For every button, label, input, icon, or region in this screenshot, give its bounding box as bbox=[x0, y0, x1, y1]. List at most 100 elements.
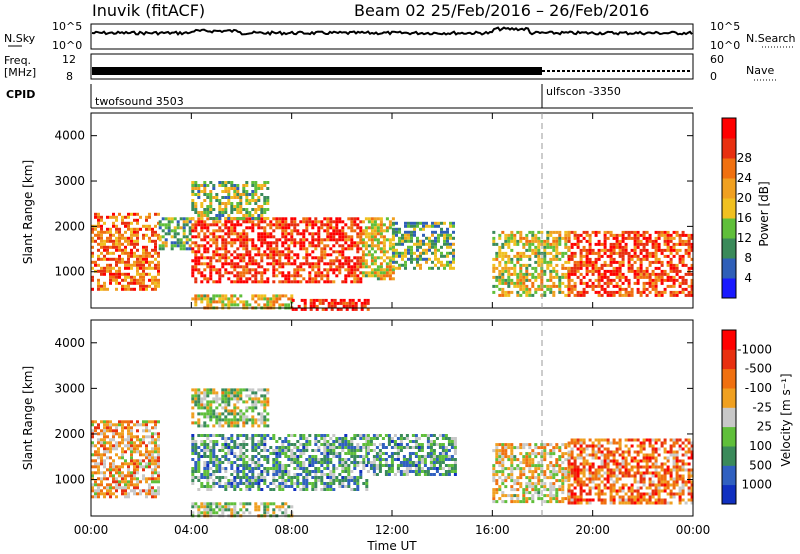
power-cell bbox=[407, 257, 410, 261]
power-cell bbox=[392, 254, 395, 258]
velocity-cell bbox=[435, 461, 439, 464]
power-cell bbox=[142, 224, 145, 228]
velocity-cell bbox=[106, 492, 109, 496]
power-cell bbox=[522, 275, 526, 279]
power-cell bbox=[379, 232, 383, 236]
power-cell bbox=[525, 272, 529, 276]
velocity-cell bbox=[130, 462, 133, 466]
velocity-cell bbox=[314, 473, 318, 476]
power-cell bbox=[272, 300, 276, 304]
power-cell bbox=[404, 260, 407, 264]
power-cell bbox=[407, 233, 410, 237]
power-cell bbox=[284, 303, 288, 307]
power-cell bbox=[335, 220, 339, 224]
velocity-cell bbox=[245, 409, 249, 413]
velocity-cell bbox=[329, 479, 333, 482]
velocity-cell bbox=[356, 485, 360, 488]
velocity-cell bbox=[148, 429, 151, 433]
power-cell bbox=[356, 235, 360, 239]
power-cell bbox=[97, 218, 100, 222]
power-cell bbox=[136, 227, 139, 231]
velocity-cell bbox=[103, 450, 106, 454]
power-cell bbox=[245, 202, 249, 205]
velocity-cell bbox=[115, 444, 118, 448]
velocity-cell bbox=[145, 420, 148, 424]
velocity-cell bbox=[495, 470, 499, 474]
velocity-cell bbox=[429, 467, 433, 470]
velocity-cell bbox=[341, 467, 345, 470]
velocity-cell bbox=[109, 465, 112, 469]
velocity-cell bbox=[221, 418, 225, 422]
velocity-cell bbox=[501, 452, 505, 456]
velocity-cell bbox=[100, 444, 103, 448]
velocity-cell bbox=[130, 450, 133, 454]
power-cell bbox=[492, 230, 496, 234]
power-cell bbox=[404, 266, 407, 270]
velocity-cell bbox=[218, 476, 222, 479]
velocity-cell bbox=[127, 474, 130, 478]
velocity-cell bbox=[100, 462, 103, 466]
velocity-cell bbox=[133, 423, 136, 427]
velocity-cell bbox=[549, 500, 553, 504]
velocity-cell bbox=[112, 480, 115, 484]
power-cell bbox=[278, 220, 282, 224]
velocity-cell bbox=[323, 455, 327, 458]
velocity-cell bbox=[432, 461, 436, 464]
power-cell bbox=[570, 251, 574, 255]
power-cell bbox=[434, 254, 437, 258]
power-cell bbox=[567, 230, 571, 234]
velocity-cell bbox=[540, 455, 544, 459]
power-cell bbox=[585, 290, 589, 294]
velocity-cell bbox=[230, 391, 234, 395]
velocity-cell bbox=[209, 449, 213, 452]
power-cell bbox=[597, 239, 601, 243]
power-cell bbox=[145, 260, 148, 264]
velocity-cell bbox=[118, 432, 121, 436]
power-cell bbox=[290, 262, 294, 266]
power-cell bbox=[361, 232, 365, 236]
power-cell bbox=[209, 274, 213, 278]
power-cell bbox=[221, 247, 225, 251]
power-cell bbox=[364, 232, 368, 236]
power-cell bbox=[498, 281, 502, 285]
power-cell bbox=[124, 245, 127, 249]
power-cell bbox=[522, 272, 526, 276]
velocity-cell bbox=[501, 473, 505, 477]
velocity-cell bbox=[194, 403, 198, 407]
power-cell bbox=[531, 248, 535, 252]
power-cell bbox=[221, 229, 225, 233]
power-cell bbox=[404, 251, 407, 255]
velocity-cell bbox=[552, 452, 556, 456]
velocity-cell bbox=[254, 476, 258, 479]
power-cell bbox=[639, 233, 643, 237]
velocity-cell bbox=[579, 438, 583, 442]
power-cell bbox=[528, 287, 532, 291]
power-cell bbox=[227, 300, 231, 304]
velocity-cell bbox=[567, 492, 571, 496]
power-cell bbox=[498, 275, 502, 279]
power-cell bbox=[373, 220, 377, 224]
velocity-cell bbox=[248, 470, 252, 473]
power-cell bbox=[639, 242, 643, 246]
power-cell bbox=[624, 242, 628, 246]
power-cell bbox=[501, 266, 505, 270]
power-cell bbox=[567, 293, 571, 297]
power-cell bbox=[197, 193, 201, 196]
velocity-cell bbox=[513, 488, 517, 492]
power-cell bbox=[615, 251, 619, 255]
power-cell bbox=[239, 274, 243, 278]
power-cell bbox=[154, 266, 157, 270]
velocity-cell bbox=[260, 434, 264, 437]
power-cell bbox=[194, 297, 198, 301]
power-cell bbox=[684, 248, 688, 252]
velocity-cell bbox=[284, 464, 288, 467]
power-cell bbox=[224, 244, 228, 248]
power-cell bbox=[395, 248, 398, 252]
velocity-cell bbox=[200, 449, 204, 452]
velocity-cell bbox=[332, 467, 336, 470]
power-cell bbox=[158, 244, 162, 248]
velocity-cell bbox=[233, 455, 237, 458]
power-cell bbox=[594, 269, 598, 273]
velocity-cell bbox=[495, 491, 499, 495]
power-cell bbox=[364, 262, 368, 266]
